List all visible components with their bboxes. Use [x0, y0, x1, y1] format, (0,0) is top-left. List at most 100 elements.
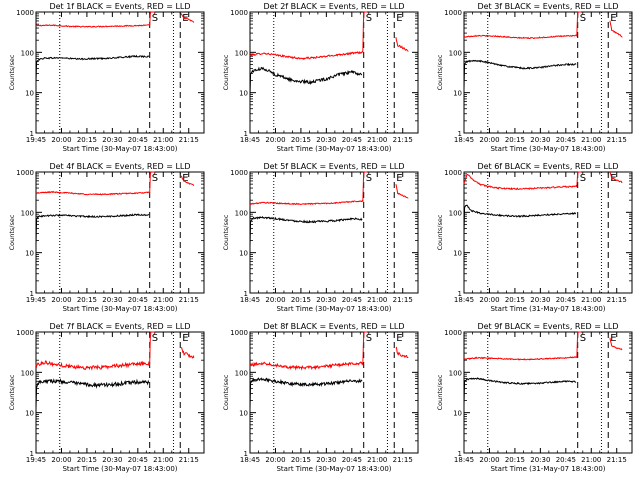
- x-tick-label: 20:45: [128, 456, 148, 464]
- series-line-lld-segment-0: [35, 360, 151, 371]
- plot-frame: [35, 11, 205, 134]
- chart-title: Det 5f BLACK = Events, RED = LLD: [263, 162, 404, 171]
- y-tick-label: 1000: [230, 9, 248, 17]
- series-line-lld-segment-0: [249, 50, 364, 60]
- series-line-lld-segment-0: [35, 24, 151, 28]
- x-tick-label: 20:30: [530, 136, 550, 144]
- x-tick-label: 20:45: [556, 136, 576, 144]
- x-tick-label: 19:45: [26, 456, 46, 464]
- x-axis-label: Start Time (30-May-07 18:43:00): [62, 145, 177, 153]
- marker-label-e: E: [182, 173, 188, 184]
- marker-label-s: S: [152, 333, 158, 344]
- x-tick-label: 20:15: [77, 136, 97, 144]
- series-line-lld-segment-0: [35, 190, 151, 196]
- series-line-lld-segment-2: [609, 20, 623, 38]
- x-axis-label: Start Time (30-May-07 18:43:00): [62, 465, 177, 473]
- y-tick-label: 10: [239, 90, 248, 98]
- detector-chart: Det 1f BLACK = Events, RED = LLD 1 10 100 10…: [8, 2, 205, 153]
- x-tick-label: 20:15: [291, 456, 311, 464]
- y-tick-label: 1: [458, 450, 462, 458]
- x-tick-label: 21:15: [393, 296, 413, 304]
- x-tick-label: 18:45: [240, 456, 260, 464]
- x-tick-label: 20:30: [316, 296, 336, 304]
- series-line-events-segment-0: [35, 54, 150, 83]
- marker-label-e: E: [610, 13, 616, 24]
- chart-title: Det 6f BLACK = Events, RED = LLD: [477, 162, 618, 171]
- series-line-lld-segment-0: [463, 174, 578, 191]
- series-line-lld-segment-0: [463, 34, 578, 40]
- series-line-events-segment-0: [35, 213, 150, 246]
- y-tick-label: 1000: [230, 169, 248, 177]
- marker-label-s: S: [366, 13, 372, 24]
- x-tick-label: 20:15: [505, 136, 525, 144]
- series-line-lld-segment-1: [362, 331, 368, 364]
- y-tick-label: 100: [449, 49, 462, 57]
- y-tick-label: 10: [25, 90, 34, 98]
- y-tick-label: 1: [244, 450, 248, 458]
- x-tick-label: 20:00: [265, 136, 285, 144]
- x-tick-label: 21:00: [581, 296, 601, 304]
- x-tick-label: 20:45: [128, 136, 148, 144]
- y-tick-label: 1000: [444, 9, 462, 17]
- x-axis-label: Start Time (30-May-07 18:43:00): [276, 145, 391, 153]
- x-tick-label: 18:45: [454, 136, 474, 144]
- detector-chart: Det 9f BLACK = Events, RED = LLD 1 10 100 10…: [436, 322, 633, 473]
- y-tick-label: 100: [449, 209, 462, 217]
- x-tick-label: 21:15: [393, 456, 413, 464]
- y-axis-label: Counts/sec: [222, 214, 230, 250]
- marker-label-s: S: [366, 333, 372, 344]
- marker-label-e: E: [396, 13, 402, 24]
- series-line-lld-segment-0: [463, 354, 578, 361]
- y-tick-label: 100: [449, 369, 462, 377]
- chart-title: Det 8f BLACK = Events, RED = LLD: [263, 322, 404, 331]
- chart-title: Det 7f BLACK = Events, RED = LLD: [49, 322, 190, 331]
- series-line-lld-segment-1: [149, 171, 155, 193]
- x-tick-label: 20:30: [530, 296, 550, 304]
- detector-chart: Det 4f BLACK = Events, RED = LLD 1 10 100 10…: [8, 162, 205, 313]
- x-tick-label: 20:45: [342, 136, 362, 144]
- x-tick-label: 20:00: [51, 296, 71, 304]
- x-tick-label: 20:15: [77, 456, 97, 464]
- x-tick-label: 21:15: [607, 136, 627, 144]
- plot-frame: [249, 171, 419, 294]
- x-tick-label: 20:15: [291, 136, 311, 144]
- y-tick-label: 1: [458, 130, 462, 138]
- y-tick-label: 10: [25, 250, 34, 258]
- series-line-lld-segment-2: [180, 346, 195, 359]
- x-tick-label: 20:00: [479, 136, 499, 144]
- y-axis-label: Counts/sec: [8, 54, 16, 90]
- plot-frame: [35, 331, 205, 454]
- x-tick-label: 20:45: [556, 456, 576, 464]
- series-line-lld-segment-1: [149, 331, 155, 363]
- x-tick-label: 19:45: [26, 296, 46, 304]
- y-axis-label: Counts/sec: [222, 54, 230, 90]
- x-tick-label: 21:15: [607, 296, 627, 304]
- y-axis-label: Counts/sec: [222, 374, 230, 410]
- plot-frame: [463, 171, 633, 294]
- y-axis-label: Counts/sec: [436, 54, 444, 90]
- series-line-events-segment-0: [463, 204, 577, 234]
- series-line-lld-segment-2: [395, 37, 409, 53]
- x-tick-label: 20:45: [342, 296, 362, 304]
- x-axis-label: Start Time (31-May-07 18:43:00): [490, 465, 605, 473]
- x-tick-label: 21:15: [607, 456, 627, 464]
- series-line-lld-segment-2: [609, 172, 623, 184]
- x-tick-label: 20:45: [556, 296, 576, 304]
- plot-frame: [249, 11, 419, 134]
- series-line-lld-segment-2: [395, 346, 409, 359]
- x-tick-label: 18:45: [454, 456, 474, 464]
- x-tick-label: 21:15: [179, 296, 199, 304]
- series-line-lld-segment-1: [576, 331, 582, 358]
- x-tick-label: 20:45: [342, 456, 362, 464]
- x-tick-label: 21:15: [179, 136, 199, 144]
- x-tick-label: 21:00: [581, 136, 601, 144]
- detector-chart: Det 5f BLACK = Events, RED = LLD 1 10 100 10…: [222, 162, 419, 313]
- x-tick-label: 21:15: [393, 136, 413, 144]
- y-tick-label: 1000: [444, 169, 462, 177]
- y-tick-label: 100: [235, 369, 248, 377]
- y-tick-label: 10: [25, 410, 34, 418]
- x-axis-label: Start Time (31-May-07 18:43:00): [490, 305, 605, 313]
- plot-frame: [463, 331, 633, 454]
- marker-label-e: E: [396, 173, 402, 184]
- x-tick-label: 21:00: [367, 296, 387, 304]
